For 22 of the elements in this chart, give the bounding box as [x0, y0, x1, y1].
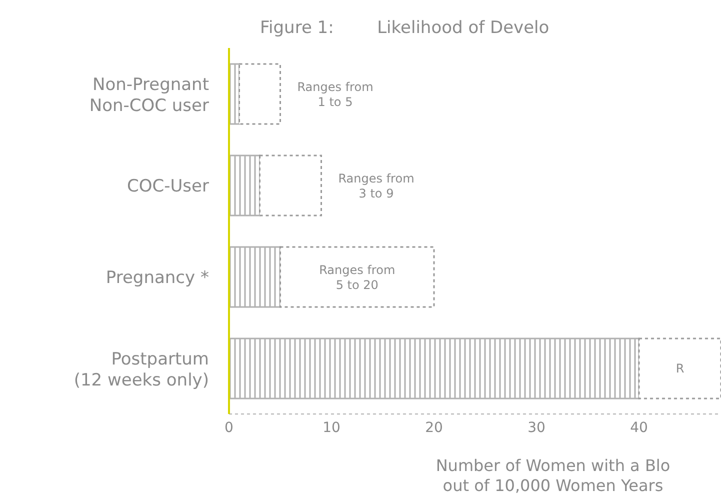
x-tick-label: 40: [630, 420, 648, 436]
y-tick-label: Pregnancy *: [106, 268, 209, 288]
bar: [229, 246, 281, 308]
data-label: Ranges from 3 to 9: [338, 172, 414, 200]
y-tick-label: COC-User: [126, 176, 209, 196]
bar: [259, 154, 322, 216]
y-tick-label: Non-Pregnant Non-COC user: [89, 74, 210, 116]
x-axis-title: Number of Women with a Blo out of 10,000 Women Years: [436, 456, 670, 495]
x-tick-label: 10: [322, 420, 340, 436]
x-tick-label: 30: [528, 420, 546, 436]
chart-title: Figure 1: Likelihood of Develo: [260, 18, 550, 38]
bar: [229, 338, 640, 400]
x-tick-label: 0: [224, 420, 234, 436]
bar: [238, 63, 281, 125]
x-tick-label: 20: [425, 420, 443, 436]
bar: [229, 154, 260, 216]
data-label: Ranges from 1 to 5: [297, 80, 374, 109]
bar: [638, 338, 721, 400]
data-label: R: [676, 362, 684, 376]
bar: [280, 246, 435, 308]
data-label: Ranges from 5 to 20: [319, 263, 396, 292]
y-tick-label: Postpartum (12 weeks only): [74, 349, 209, 390]
